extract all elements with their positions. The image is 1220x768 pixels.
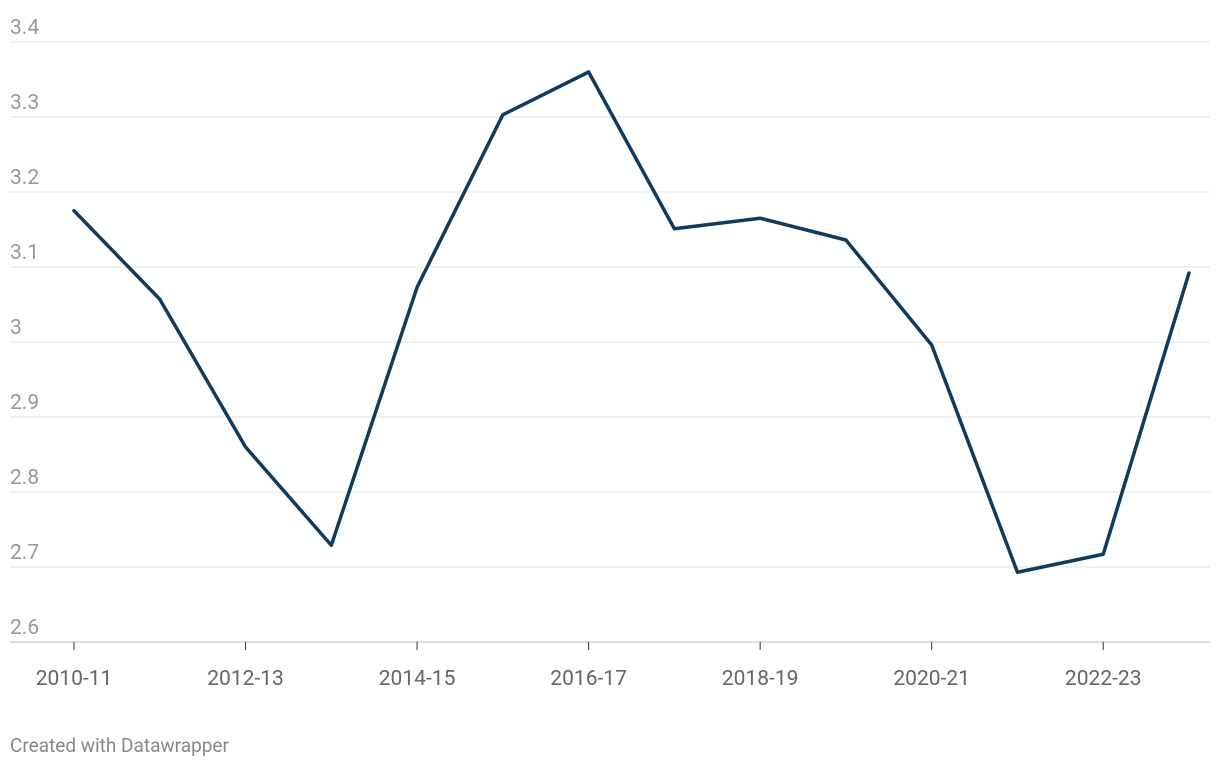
y-tick-label: 3.1 <box>10 241 39 265</box>
y-tick-label: 2.8 <box>10 466 39 490</box>
line <box>72 70 1191 574</box>
y-tick-label: 2.7 <box>10 541 39 565</box>
footer: Created with Datawrapper <box>10 734 229 757</box>
y-tick-label: 3.3 <box>10 91 39 115</box>
x-tick-label: 2018-19 <box>722 667 799 691</box>
y-tick-label: 3 <box>10 316 22 340</box>
x-tick-label: 2014-15 <box>379 667 456 691</box>
y-tick-label: 2.9 <box>10 391 39 415</box>
x-tick-label: 2022-23 <box>1065 667 1142 691</box>
x-tick-label: 2012-13 <box>207 667 284 691</box>
x-tick-label: 2020-21 <box>893 667 970 691</box>
x-tick-label: 2016-17 <box>550 667 627 691</box>
x-tick-label: 2010-11 <box>36 667 113 691</box>
y-tick-label: 3.4 <box>10 16 39 40</box>
y-tick-label: 2.6 <box>10 616 39 640</box>
y-tick-label: 3.2 <box>10 166 39 190</box>
